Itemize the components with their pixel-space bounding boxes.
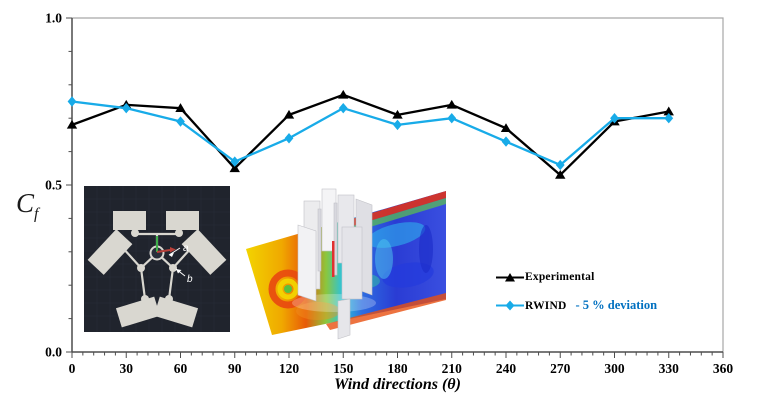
series-marker-experimental (66, 119, 78, 129)
legend-deviation-text: - 5 % deviation (575, 298, 658, 312)
series-marker-experimental (229, 163, 240, 173)
legend-label-experimental: Experimental (525, 271, 595, 283)
y-tick-label: 0.5 (45, 178, 62, 193)
series-marker-experimental (175, 103, 186, 112)
series-marker-rwind (284, 133, 294, 144)
legend-entry-experimental: Experimental (496, 271, 657, 283)
cfd-simulation-inset (246, 188, 446, 340)
x-tick-label: 210 (442, 361, 463, 376)
y-tick-label: 0.0 (45, 345, 62, 360)
y-axis-label: Cf (16, 190, 38, 222)
plan-schematic-inset: a b (84, 186, 230, 332)
cfd-building-cluster (297, 188, 373, 340)
cfd-bottom-edge-band (326, 293, 446, 330)
series-marker-rwind (121, 102, 131, 114)
series-marker-rwind (176, 116, 185, 127)
callout-a-leader (168, 247, 181, 256)
x-tick-label: 90 (228, 361, 242, 376)
series-marker-experimental (555, 169, 566, 179)
callout-a-arrowhead-icon (169, 252, 174, 257)
x-tick-label: 30 (120, 361, 134, 376)
rwind-line-marker-icon (496, 300, 524, 311)
plot-frame (72, 17, 724, 352)
x-tick-label: 360 (713, 361, 734, 376)
series-marker-rwind (501, 136, 511, 147)
x-tick-label: 0 (69, 361, 76, 376)
series-marker-experimental (283, 109, 295, 119)
x-axis-label: Wind directions (θ) (334, 376, 461, 393)
plan-joint-circles (131, 229, 183, 303)
series-line-experimental (71, 93, 669, 177)
series-marker-rwind (338, 102, 348, 114)
series-line-rwind (71, 100, 669, 167)
x-tick-label: 330 (659, 361, 680, 376)
series-marker-experimental (392, 109, 403, 119)
series-marker-rwind (555, 159, 565, 171)
x-tick-label: 60 (174, 361, 188, 376)
series-marker-rwind (393, 119, 402, 131)
series-marker-experimental (446, 99, 457, 109)
x-tick-label: 270 (550, 361, 571, 376)
y-axis-label-sub: f (34, 205, 39, 223)
plan-building-blocks (87, 211, 227, 328)
series-marker-rwind (230, 156, 240, 167)
ucs-x-axis-icon (156, 249, 171, 253)
x-tick-label: 150 (333, 361, 354, 376)
series-marker-experimental (338, 89, 349, 99)
series-marker-experimental (500, 123, 512, 133)
experimental-line-marker-icon (496, 272, 524, 281)
callout-b-label: b (187, 274, 193, 285)
series-marker-rwind (447, 113, 457, 124)
ucs-x-arrowhead-icon (170, 247, 176, 253)
callout-a-label: a (183, 243, 189, 254)
y-tick-label: 1.0 (45, 11, 62, 26)
series-marker-rwind (664, 113, 674, 124)
series-marker-rwind (610, 113, 619, 124)
x-tick-label: 120 (279, 361, 300, 376)
legend: Experimental RWIND - 5 % deviation (496, 271, 657, 313)
legend-label-rwind: RWIND (525, 299, 567, 312)
y-axis-label-main: C (16, 188, 35, 218)
series-marker-experimental (663, 106, 674, 116)
x-tick-label: 240 (496, 361, 517, 376)
series-marker-rwind (67, 96, 77, 107)
x-tick-label: 180 (387, 361, 408, 376)
legend-entry-rwind: RWIND - 5 % deviation (496, 298, 657, 313)
callout-b-arrowhead-icon (176, 269, 182, 274)
x-tick-label: 300 (604, 361, 625, 376)
